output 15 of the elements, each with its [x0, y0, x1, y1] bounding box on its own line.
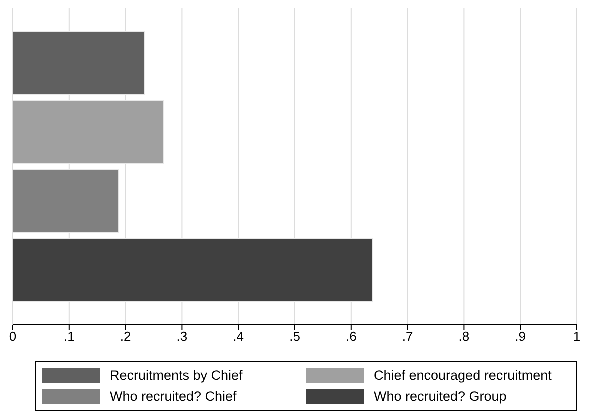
x-tick-label: 0: [9, 329, 17, 344]
x-tick-label: .4: [233, 329, 244, 344]
x-tick-label: .7: [402, 329, 414, 344]
x-tick-label: .5: [290, 329, 300, 344]
legend-label: Who recruited? Chief: [110, 389, 237, 404]
x-tick-label: .9: [515, 329, 526, 344]
legend-label: Recruitments by Chief: [110, 368, 243, 383]
x-tick-label: .2: [120, 329, 132, 344]
legend-label: Chief encouraged recruitment: [374, 368, 552, 383]
x-tick-label: .8: [458, 329, 470, 344]
x-tick-label: .6: [346, 329, 357, 344]
x-tick-label: .1: [64, 329, 75, 344]
x-tick-label: 1: [573, 329, 581, 344]
legend-label: Who recruited? Group: [374, 389, 507, 404]
x-tick-label: .3: [176, 329, 188, 344]
